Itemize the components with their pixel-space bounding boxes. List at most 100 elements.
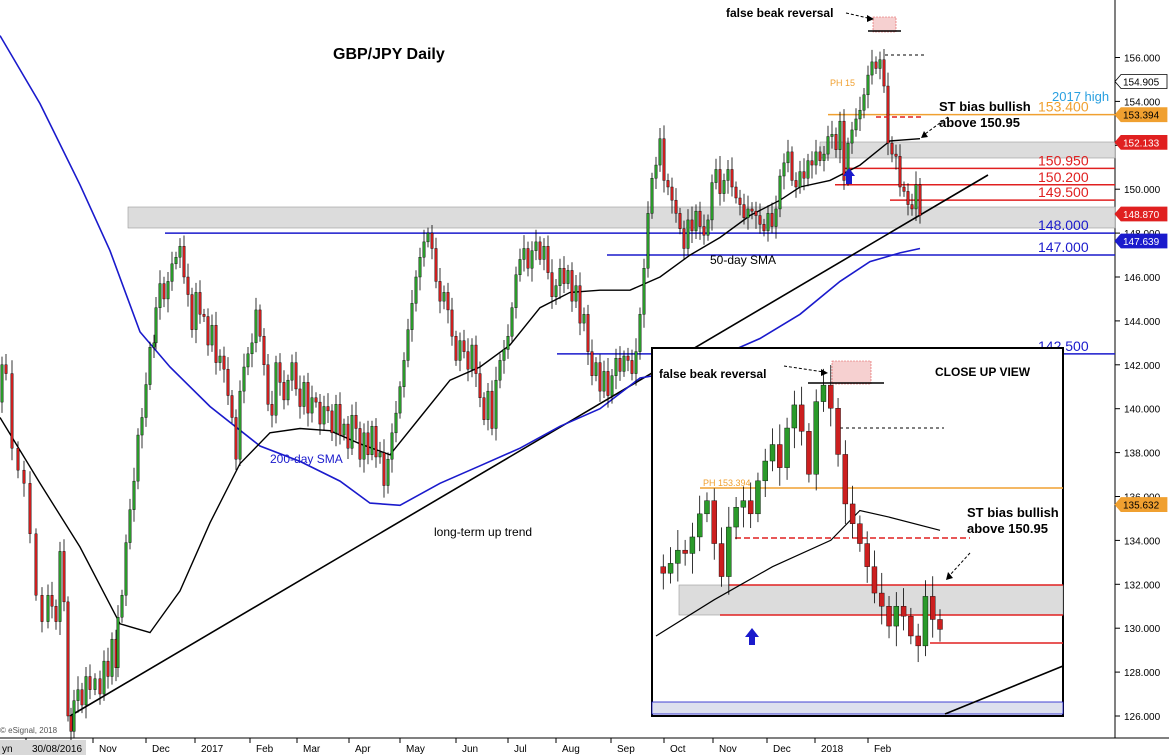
- inset-candle-body-34: [900, 606, 907, 617]
- candle-body-226: [910, 204, 914, 210]
- inset-false-break-label: false beak reversal: [659, 367, 766, 381]
- inset-trendline: [944, 665, 1064, 715]
- inset-candle-body-12: [740, 500, 747, 508]
- ph-short-label: PH 15: [830, 78, 855, 88]
- level-label-3: 149.500: [1038, 184, 1089, 200]
- candle-body-181: [730, 169, 734, 188]
- inset-candle-body-26: [842, 454, 849, 505]
- candle-body-156: [630, 360, 634, 374]
- y-tick-label-1: 128.000: [1124, 668, 1161, 679]
- inset-candle-body-27: [849, 503, 856, 524]
- candle-body-94: [382, 452, 386, 486]
- candle-body-75: [306, 382, 310, 414]
- candle-body-200: [806, 160, 810, 179]
- sma200-line: [0, 35, 921, 507]
- candle-body-178: [718, 169, 722, 194]
- x-tick-label-11: Sep: [617, 744, 635, 755]
- candle-body-159: [642, 268, 646, 315]
- x-tick-label-4: Feb: [256, 744, 274, 755]
- candle-body-146: [590, 351, 594, 376]
- price-axis: 126.000128.000130.000132.000134.000136.0…: [1115, 54, 1161, 723]
- candle-body-92: [374, 426, 378, 458]
- candle-body-113: [458, 340, 462, 361]
- inset-title: CLOSE UP VIEW: [935, 365, 1031, 379]
- candle-body-151: [610, 375, 614, 396]
- candle-body-47: [194, 292, 198, 330]
- price-tag-label-3: 148.870: [1123, 210, 1160, 221]
- y-tick-label-12: 150.000: [1124, 185, 1161, 196]
- candle-body-206: [830, 134, 834, 137]
- price-tag-label-5: 135.632: [1123, 501, 1160, 512]
- candle-body-144: [582, 314, 586, 324]
- candle-body-116: [470, 344, 474, 370]
- candle-body-119: [482, 397, 486, 420]
- candle-body-153: [618, 358, 622, 372]
- x-tick-label-1: Nov: [99, 744, 117, 755]
- price-tag-label-2: 152.133: [1123, 138, 1160, 149]
- inset-candle-body-20: [798, 404, 805, 432]
- candle-body-182: [734, 186, 738, 199]
- candle-body-223: [898, 156, 902, 188]
- candle-body-192: [774, 208, 778, 227]
- candle-body-145: [586, 314, 590, 352]
- y-tick-label-10: 146.000: [1124, 273, 1161, 284]
- price-tag-3: [1114, 206, 1168, 222]
- inset-candle-body-6: [696, 513, 703, 538]
- candle-body-135: [546, 246, 550, 273]
- candle-body-33: [140, 417, 144, 436]
- sma50-label: 50-day SMA: [710, 253, 776, 267]
- inset-arrow: [783, 365, 825, 373]
- candle-body-1: [0, 364, 4, 403]
- inset-st-bias-2: above 150.95: [967, 521, 1048, 536]
- inset-candle-body-14: [755, 480, 761, 515]
- candle-body-7: [34, 533, 38, 596]
- candle-body-111: [450, 309, 454, 337]
- price-tag-1: [1114, 107, 1168, 123]
- candle-body-130: [526, 248, 530, 269]
- inset-false-break-box: [831, 360, 872, 385]
- candle-body-201: [810, 160, 814, 166]
- candle-body-207: [834, 134, 838, 150]
- candle-body-217: [874, 61, 878, 69]
- candle-body-21: [93, 678, 97, 690]
- x-tick-label-12: Oct: [670, 744, 686, 755]
- candle-body-212: [854, 118, 858, 131]
- candle-body-155: [626, 355, 630, 361]
- candle-body-117: [474, 344, 478, 374]
- price-tag-label-0: 154.905: [1123, 78, 1160, 89]
- price-tag-0: [1114, 74, 1168, 89]
- candle-body-40: [166, 281, 170, 300]
- candle-body-122: [494, 379, 498, 429]
- candle-body-138: [558, 268, 562, 286]
- inset-blue-up-arrow: [745, 628, 759, 645]
- inset-bottom-zone: [651, 701, 1064, 715]
- inset-candle-body-17: [777, 444, 783, 468]
- candle-body-14: [66, 601, 70, 717]
- candle-body-106: [430, 232, 434, 249]
- candle-body-142: [574, 285, 578, 302]
- y-tick-label-15: 156.000: [1124, 54, 1161, 65]
- candle-body-143: [578, 285, 582, 324]
- x-tick-highlight: [30, 740, 86, 755]
- inset-candle-body-35: [908, 615, 914, 637]
- candle-body-4: [16, 448, 20, 471]
- candle-body-214: [862, 94, 866, 111]
- symbol-box: [0, 740, 30, 755]
- candle-body-11: [54, 606, 58, 622]
- candle-body-101: [410, 303, 414, 330]
- y-tick-label-3: 132.000: [1124, 580, 1161, 591]
- candle-body-13: [62, 551, 66, 603]
- st-bias-label-1: ST bias bullish: [939, 99, 1031, 114]
- inset-zone: [678, 584, 1064, 616]
- candle-body-220: [886, 85, 890, 144]
- candle-body-91: [370, 426, 374, 455]
- inset-candle-body-18: [784, 427, 790, 468]
- y-tick-label-0: 126.000: [1124, 712, 1161, 723]
- candle-body-123: [498, 360, 502, 381]
- candle-body-50: [206, 316, 210, 346]
- long-term-trendline: [69, 174, 989, 717]
- symbol-label: yn: [2, 744, 13, 755]
- candle-body-180: [726, 169, 730, 181]
- inset-candles-group: [660, 364, 943, 663]
- candle-body-219: [882, 59, 886, 87]
